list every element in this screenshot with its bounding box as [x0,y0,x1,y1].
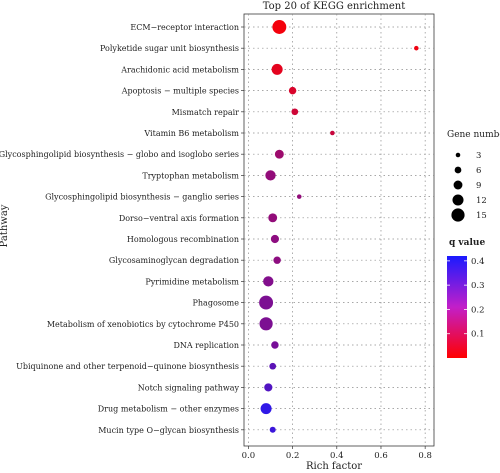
pathway-labels: ECM−receptor interaction Polyketide sugar… [0,23,244,435]
gene-number-legend-dot [455,152,461,158]
plot-frame [243,13,435,447]
data-points [259,20,419,433]
pathway-label: Phagosome [193,299,240,308]
pathway-label: DNA replication [173,341,239,350]
pathway-label: Glycosaminoglycan degradation [109,256,239,265]
q-value-tick-label: 0.1 [471,330,485,340]
gene-number-legend-dot [454,166,462,174]
data-point [268,213,278,223]
data-point [288,86,297,95]
pathway-label: Notch signaling pathway [138,383,240,392]
q-value-tick-label: 0.2 [471,305,485,315]
gene-number-legend-label: 9 [476,181,481,191]
data-point [296,194,302,199]
data-point [273,256,281,264]
pathway-label: Arachidonic acid metabolism [120,65,239,74]
y-axis-title: Pathway [0,204,10,247]
q-value-legend-title: q value [449,238,485,248]
pathway-label: Metabolism of xenobiotics by cytochrome … [47,320,239,329]
q-value-legend: q value 0.1 0.2 0.3 0.4 [447,238,485,358]
gene-number-legend-label: 6 [476,166,481,176]
x-tick-label: 0.4 [330,451,344,461]
data-point [274,149,284,159]
data-point [291,108,299,116]
data-point [414,45,419,51]
pathway-label: ECM−receptor interaction [130,23,239,32]
x-axis-ticks: 0.0 0.2 0.4 0.6 0.8 [242,446,432,461]
data-point [269,362,277,370]
gene-number-legend-label: 15 [476,211,487,221]
pathway-label: Drug metabolism − other enzymes [98,405,239,414]
gene-number-legend-label: 3 [476,151,481,161]
pathway-label: Vitamin B6 metabolism [143,129,239,138]
data-point [260,403,272,415]
pathway-label: Mucin type O−glycan biosynthesis [98,426,239,435]
pathway-label: Ubiquinone and other terpenoid−quinone b… [16,362,239,371]
data-point [330,130,335,136]
x-tick-label: 0.6 [374,451,388,461]
q-value-tick-label: 0.3 [471,281,485,291]
gene-number-legend: Gene number 3 6 9 12 15 [447,130,500,222]
gene-number-legend-dot [451,208,465,222]
data-point [272,20,287,34]
data-point [263,276,274,287]
pathway-label: Homologous recombination [127,235,239,244]
data-point [271,63,283,75]
pathway-label: Glycosphingolipid biosynthesis − globo a… [0,150,239,159]
data-point [259,317,273,331]
q-value-tick-label: 0.4 [471,257,485,267]
x-tick-label: 0.0 [242,451,256,461]
data-point [269,426,276,433]
gene-number-legend-title: Gene number [447,130,500,140]
pathway-label: Pyrimidine metabolism [145,277,239,286]
pathway-label: Apoptosis − multiple species [121,87,239,96]
q-value-colorbar [447,256,467,358]
x-tick-label: 0.8 [418,451,432,461]
pathway-label: Polyketide sugar unit biosynthesis [100,44,239,53]
data-point [265,170,276,181]
data-point [271,341,279,349]
data-point [270,234,280,244]
gene-number-legend-dot [452,194,464,206]
x-tick-label: 0.2 [286,451,300,461]
chart-title: Top 20 of KEGG enrichment [263,1,405,12]
x-axis-title: Rich factor [306,461,362,472]
gene-number-legend-label: 12 [476,196,487,206]
gene-number-legend-dot [453,180,463,190]
pathway-label: Glycosphingolipid biosynthesis − ganglio… [45,193,239,202]
pathway-label: Mismatch repair [172,108,240,117]
pathway-label: Tryptophan metabolism [142,171,239,180]
data-point [259,295,274,310]
pathway-label: Dorso−ventral axis formation [119,214,239,223]
data-point [264,383,273,392]
plot-panel [243,13,435,447]
